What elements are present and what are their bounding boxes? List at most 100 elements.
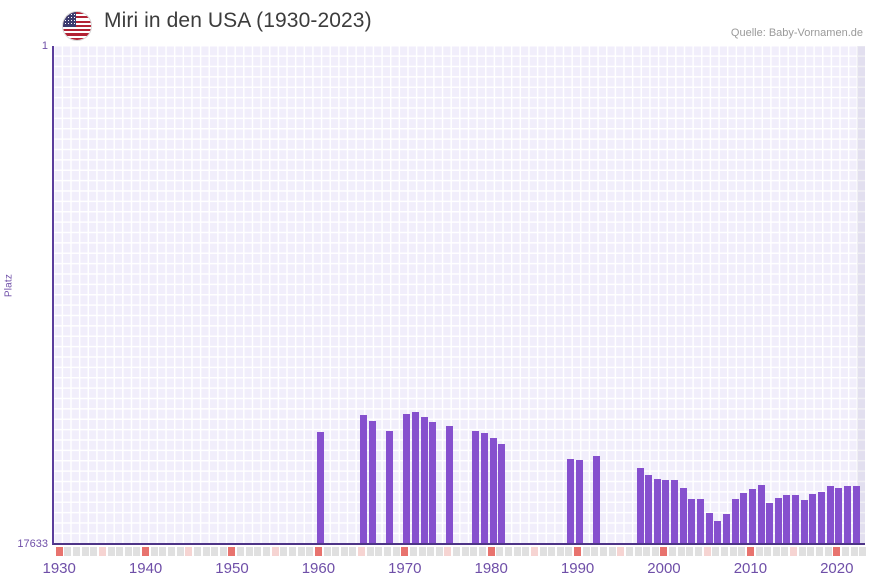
x-axis-tick: [72, 547, 80, 556]
x-axis-tick: [815, 547, 823, 556]
x-axis-label: 1960: [301, 560, 336, 577]
bar[interactable]: [826, 486, 834, 543]
bar[interactable]: [481, 433, 489, 543]
bar[interactable]: [498, 444, 506, 543]
x-axis-tick: [591, 547, 599, 556]
bar[interactable]: [671, 480, 679, 543]
x-axis-tick: [297, 547, 305, 556]
bar[interactable]: [411, 412, 419, 543]
bar[interactable]: [567, 459, 575, 543]
x-axis-tick: [539, 547, 547, 556]
x-axis-label: 2000: [647, 560, 681, 577]
x-axis-tick: [202, 547, 210, 556]
x-axis-label: 1980: [474, 560, 508, 577]
flag-stripes: [63, 12, 91, 40]
source-attribution: Quelle: Baby-Vornamen.de: [730, 27, 863, 39]
x-axis-tick: [600, 547, 607, 556]
x-axis-decade-tick: [55, 547, 63, 556]
bar[interactable]: [662, 480, 670, 543]
x-axis-tick: [288, 547, 296, 556]
bar[interactable]: [835, 488, 843, 543]
x-axis-decade-tick: [314, 547, 322, 556]
chart-header: Miri in den USA (1930-2023) Quelle: Baby…: [0, 0, 873, 46]
bar[interactable]: [576, 460, 584, 543]
x-axis-label: 1950: [215, 560, 249, 577]
x-axis-tick: [548, 547, 556, 556]
bar[interactable]: [403, 414, 411, 543]
bar[interactable]: [792, 495, 800, 543]
bar[interactable]: [688, 499, 696, 543]
bar[interactable]: [679, 488, 687, 543]
bar[interactable]: [593, 456, 601, 543]
bar[interactable]: [697, 499, 705, 543]
x-axis-tick: [98, 547, 106, 556]
x-axis-decade-tick: [487, 547, 495, 556]
x-axis-decade-tick: [746, 547, 754, 556]
bar[interactable]: [636, 468, 644, 543]
x-axis-tick: [781, 547, 789, 556]
bar[interactable]: [472, 431, 480, 543]
bar[interactable]: [368, 421, 376, 543]
bar[interactable]: [386, 431, 393, 543]
x-axis-label: 1990: [560, 560, 595, 577]
x-axis-tick: [453, 547, 461, 556]
x-axis-tick: [565, 547, 573, 556]
x-axis-tick: [807, 547, 815, 556]
bar[interactable]: [843, 486, 851, 543]
x-axis-tick: [651, 547, 659, 556]
bar[interactable]: [809, 494, 817, 543]
x-axis-tick: [695, 547, 703, 556]
bar[interactable]: [817, 492, 825, 543]
x-axis-tick: [427, 547, 435, 556]
bar[interactable]: [740, 493, 748, 543]
x-axis: 1930 1940 1950 1960 1970 1980 1990 2000 2010 2020: [43, 547, 867, 587]
bar[interactable]: [446, 426, 454, 543]
x-axis-tick: [556, 547, 564, 556]
x-axis-tick: [755, 547, 763, 556]
bar[interactable]: [653, 479, 661, 543]
x-axis-tick: [358, 547, 366, 556]
x-axis-tick: [392, 547, 400, 556]
x-axis-tick: [824, 547, 832, 556]
x-axis-tick: [375, 547, 383, 556]
bar[interactable]: [489, 438, 497, 543]
x-axis-tick: [764, 547, 772, 556]
x-axis-label: 1940: [128, 560, 163, 577]
x-axis-tick: [245, 547, 253, 556]
bar[interactable]: [645, 475, 653, 543]
us-flag-icon: [62, 11, 92, 41]
x-axis-decade-tick: [833, 547, 841, 556]
y-axis-tick-bottom: 17633: [17, 538, 48, 550]
bar[interactable]: [800, 500, 808, 543]
bar-series: [54, 46, 865, 543]
x-axis-tick: [81, 547, 89, 556]
bar[interactable]: [714, 521, 722, 543]
x-axis-tick: [323, 547, 331, 556]
bar[interactable]: [722, 514, 730, 543]
chart-plot-area: [52, 46, 865, 545]
bar[interactable]: [731, 499, 739, 543]
x-axis-tick: [504, 547, 512, 556]
x-axis-tick: [686, 547, 694, 556]
bar[interactable]: [757, 485, 765, 543]
x-axis-tick: [90, 547, 98, 556]
bar[interactable]: [783, 495, 791, 543]
x-axis-tick: [332, 547, 340, 556]
bar[interactable]: [360, 415, 368, 543]
x-axis-tick: [254, 547, 262, 556]
bar[interactable]: [316, 432, 324, 543]
flag-canton: [63, 12, 76, 28]
y-axis-title: Platz: [3, 273, 15, 298]
x-axis-tick: [444, 547, 452, 556]
bar[interactable]: [766, 503, 774, 543]
bar[interactable]: [852, 486, 860, 543]
x-axis-label: 2010: [733, 560, 768, 577]
x-axis-tick: [340, 547, 348, 556]
bar[interactable]: [774, 498, 782, 543]
bar[interactable]: [705, 513, 713, 543]
x-axis-tick: [366, 547, 374, 556]
bar[interactable]: [420, 417, 428, 543]
bar[interactable]: [748, 489, 756, 543]
x-axis-tick: [841, 547, 849, 556]
bar[interactable]: [429, 422, 437, 543]
